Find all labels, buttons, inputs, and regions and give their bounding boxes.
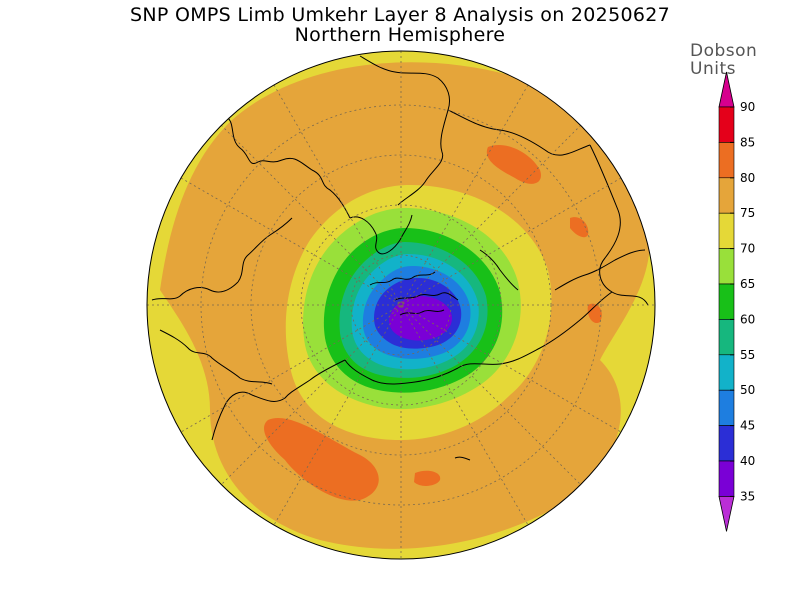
colorbar-band — [718, 319, 735, 356]
colorbar-bottom-arrow — [718, 496, 735, 532]
colorbar: 90 85 80 75 70 65 60 55 50 45 40 35 — [718, 71, 755, 532]
band-80-85-blob-4 — [570, 217, 589, 238]
band-80-85-blob-5 — [587, 303, 602, 324]
colorbar-band — [718, 177, 735, 214]
colorbar-tick-label: 85 — [740, 135, 755, 149]
colorbar-tick-label: 55 — [740, 348, 755, 362]
colorbar-band — [718, 425, 735, 462]
colorbar-units-label-2: Units — [690, 59, 736, 79]
colorbar-tick-label: 35 — [740, 489, 755, 503]
band-80-85-blob-1 — [486, 144, 541, 184]
map-title: SNP OMPS Limb Umkehr Layer 8 Analysis on… — [129, 4, 671, 26]
colorbar-band — [718, 389, 735, 426]
colorbar-tick-label: 45 — [740, 419, 755, 433]
map-boundary — [146, 50, 656, 560]
band-35-40 — [389, 296, 452, 341]
colorbar-tick-label: 60 — [740, 312, 755, 326]
graticule — [147, 51, 655, 559]
colorbar-band — [718, 354, 735, 391]
colorbar-tick-label: 90 — [740, 100, 755, 114]
colorbar-tick-label: 70 — [740, 242, 755, 256]
colorbar-band — [718, 106, 735, 143]
colorbar-tick-label: 50 — [740, 383, 755, 397]
colorbar-tick-label: 80 — [740, 171, 755, 185]
colorbar-band — [718, 248, 735, 285]
colorbar-band — [718, 283, 735, 320]
colorbar-top-arrow — [718, 71, 735, 108]
coastlines — [151, 55, 649, 461]
colorbar-tick-label: 40 — [740, 454, 755, 468]
colorbar-units-label-1: Dobson — [690, 41, 758, 61]
ozone-field — [147, 51, 655, 559]
colorbar-tick-label: 75 — [740, 206, 755, 220]
colorbar-band — [718, 460, 735, 497]
band-80-85-blob-3 — [414, 470, 441, 486]
colorbar-tick-label: 65 — [740, 277, 755, 291]
colorbar-band — [718, 212, 735, 249]
map-subtitle: Northern Hemisphere — [294, 24, 506, 46]
colorbar-band — [718, 142, 735, 179]
band-80-85-blob-2 — [264, 418, 379, 501]
